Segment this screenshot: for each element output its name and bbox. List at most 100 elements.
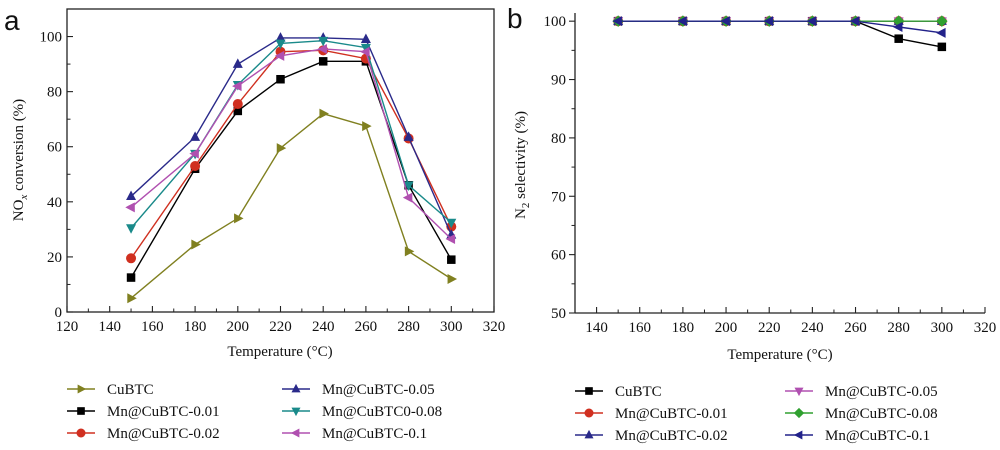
legend-item-cubtc: CuBTC (67, 382, 154, 398)
data-point (276, 74, 285, 84)
x-tick-label: 140 (585, 320, 608, 336)
legend-marker-triangle-up-icon (584, 429, 594, 439)
panel-a-series (125, 32, 458, 304)
data-point (402, 192, 413, 203)
data-point (126, 190, 137, 201)
data-point (360, 46, 370, 57)
legend-marker-triangle-down-icon (291, 407, 301, 417)
legend-item-mn-cubtc-0-1: Mn@CuBTC-0.1 (785, 428, 930, 444)
legend-marker-square-icon (77, 407, 85, 415)
x-tick-label: 260 (844, 320, 867, 336)
panel-a-y-title-main: NO (11, 199, 27, 221)
x-tick-label: 200 (715, 320, 738, 336)
panel-a-x-axis-title: Temperature (°C) (227, 344, 332, 360)
y-tick-label: 40 (47, 195, 62, 211)
x-tick-label: 120 (56, 319, 79, 335)
legend-item-mn-cubtc-0-1: Mn@CuBTC-0.1 (282, 426, 427, 442)
legend-marker-triangle-left-icon (793, 430, 803, 440)
x-tick-label: 200 (227, 319, 250, 335)
data-point (126, 273, 136, 282)
legend-item-mn-cubtc0-0-08: Mn@CuBTC0-0.08 (282, 404, 442, 420)
series-line (130, 39, 452, 229)
legend-label: Mn@CuBTC-0.02 (107, 426, 220, 442)
data-point (894, 34, 903, 43)
legend-item-cubtc: CuBTC (575, 384, 662, 400)
x-tick-label: 240 (312, 319, 335, 335)
panel-a-y-title-sub: x (18, 195, 30, 201)
legend-marker-triangle-up-icon (291, 383, 301, 393)
series-cubtc (127, 108, 458, 304)
data-point (126, 253, 137, 264)
y-tick-label: 50 (551, 306, 566, 322)
panel-b-y-title-main: N (513, 208, 529, 219)
data-point (318, 36, 329, 47)
panel-a-y-axis: 0 20 40 60 80 100 (40, 30, 73, 321)
data-point (936, 27, 946, 38)
legend-item-mn-cubtc-0-05: Mn@CuBTC-0.05 (282, 382, 435, 398)
legend-item-mn-cubtc-0-05: Mn@CuBTC-0.05 (785, 384, 938, 400)
x-tick-label: 300 (931, 320, 954, 336)
x-tick-label: 140 (98, 319, 121, 335)
x-tick-label: 280 (397, 319, 420, 335)
data-point (274, 50, 285, 61)
y-tick-label: 80 (551, 131, 566, 147)
legend-marker-triangle-down-icon (794, 387, 804, 397)
legend-marker-circle-icon (584, 408, 594, 418)
x-tick-label: 260 (355, 319, 378, 335)
legend-marker-triangle-left-icon (290, 428, 300, 438)
panel-b-x-axis-title: Temperature (°C) (727, 347, 832, 363)
series-line (618, 20, 942, 48)
data-point (276, 143, 287, 154)
data-point (403, 181, 414, 192)
y-tick-label: 20 (47, 250, 62, 266)
data-point (127, 293, 137, 304)
data-point (318, 57, 328, 66)
data-point (806, 16, 817, 27)
data-point (126, 224, 137, 234)
series-line (618, 20, 942, 34)
panel-b-y-title-rest: selectivity (%) (513, 111, 529, 203)
data-point (275, 39, 286, 50)
data-point (936, 15, 948, 27)
panel-a-y-axis-title: NOx conversion (%) (11, 99, 30, 221)
data-point (720, 16, 730, 27)
data-point (233, 106, 243, 116)
legend-item-mn-cubtc-0-08: Mn@CuBTC-0.08 (785, 406, 938, 422)
legend-item-mn-cubtc-0-01: Mn@CuBTC-0.01 (575, 406, 728, 422)
legend-label: Mn@CuBTC-0.05 (825, 384, 938, 400)
data-point (612, 16, 622, 27)
x-tick-label: 160 (628, 320, 651, 336)
data-point (447, 255, 456, 264)
legend-label: Mn@CuBTC-0.05 (322, 382, 435, 398)
legend-marker-square-icon (585, 387, 593, 395)
legend-marker-circle-icon (76, 428, 86, 438)
legend-label: Mn@CuBTC-0.1 (825, 428, 930, 444)
panel-b-label: b (507, 3, 523, 34)
y-tick-label: 90 (551, 73, 566, 89)
data-point (937, 42, 947, 52)
data-point (191, 239, 201, 250)
data-point (232, 81, 242, 92)
series-mn-cubtc-0-1 (125, 43, 456, 245)
panel-b-y-axis-title: N2 selectivity (%) (513, 111, 532, 219)
series-line (130, 49, 452, 259)
panel-b-x-axis: 140 160 180 200 220 240 260 280 300 320 (574, 307, 997, 336)
data-point (275, 32, 286, 42)
legend-label: Mn@CuBTC-0.01 (107, 404, 220, 420)
data-point (319, 108, 329, 119)
data-point (360, 33, 371, 44)
data-point (190, 161, 201, 172)
data-point (849, 16, 860, 27)
panel-a-legend: CuBTC Mn@CuBTC-0.01 Mn@CuBTC-0.02 Mn@CuBTC-… (67, 382, 442, 442)
data-point (677, 16, 687, 27)
x-tick-label: 220 (758, 320, 781, 336)
data-point (360, 43, 371, 54)
y-tick-label: 60 (47, 140, 62, 156)
y-tick-label: 100 (40, 30, 63, 46)
x-tick-label: 320 (974, 320, 997, 336)
x-tick-label: 280 (887, 320, 910, 336)
series-mn-cubtc-0-05 (126, 32, 457, 239)
panel-b-legend: CuBTC Mn@CuBTC-0.01 Mn@CuBTC-0.02 Mn@CuBTC-… (575, 384, 938, 444)
x-tick-label: 300 (440, 319, 463, 335)
